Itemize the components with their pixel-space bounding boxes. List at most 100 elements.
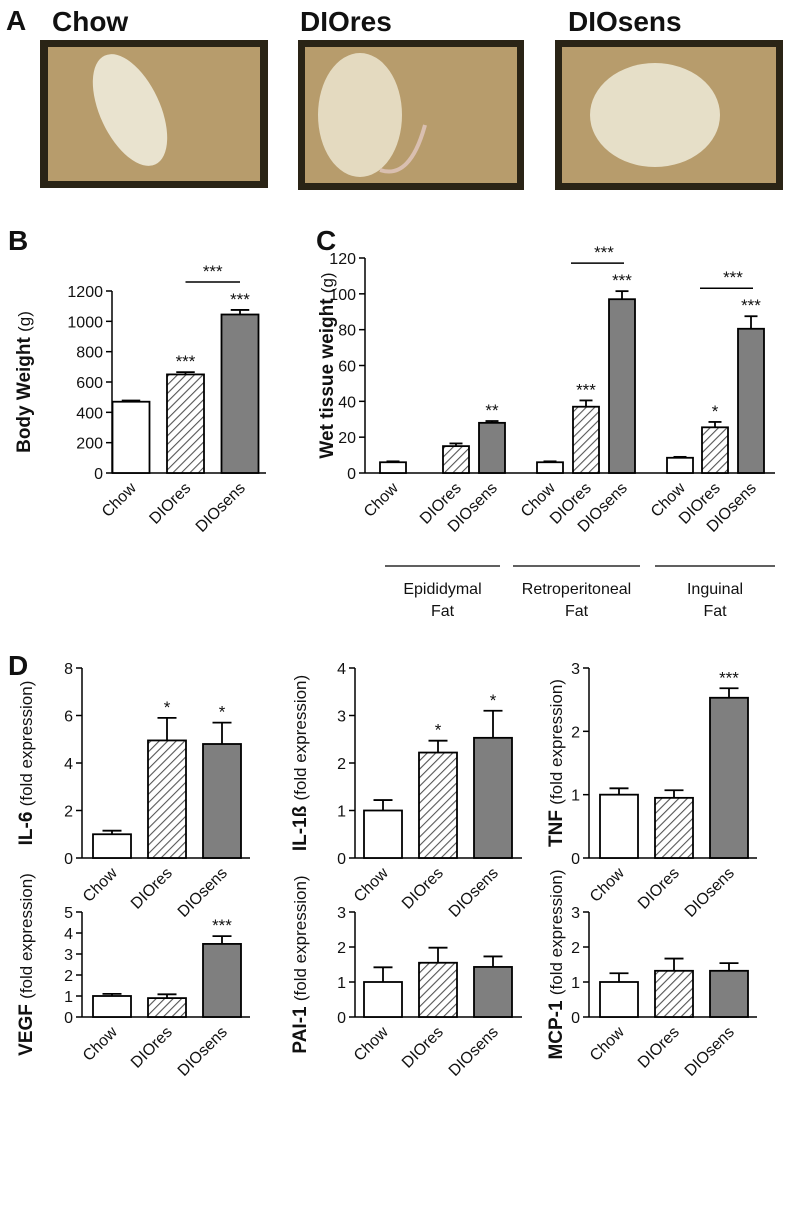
bracket-label: *** bbox=[594, 243, 614, 262]
y-axis-label-unit: (fold expression) bbox=[547, 679, 566, 805]
bar bbox=[709, 969, 749, 1018]
y-tick-label: 2 bbox=[337, 940, 346, 957]
bar bbox=[92, 995, 132, 1018]
y-tick-label: 600 bbox=[76, 375, 103, 392]
bar bbox=[379, 461, 407, 474]
y-tick-label: 40 bbox=[338, 394, 356, 411]
photo-chow bbox=[40, 40, 268, 188]
y-tick-label: 5 bbox=[64, 905, 73, 922]
bar bbox=[608, 298, 636, 474]
photo-label: Chow bbox=[52, 6, 128, 37]
y-tick-label: 4 bbox=[337, 661, 346, 678]
y-axis-label-name: IL-1ß bbox=[290, 805, 311, 851]
bar bbox=[737, 327, 765, 474]
y-axis-label: VEGF (fold expression) bbox=[16, 873, 37, 1056]
x-tick-label: Chow bbox=[80, 864, 121, 905]
bar bbox=[701, 426, 729, 474]
x-tick-label: DIOsens bbox=[682, 1024, 738, 1080]
y-axis-label-unit: (fold expression) bbox=[17, 681, 36, 807]
y-tick-label: 1200 bbox=[67, 284, 103, 301]
photo-diosens bbox=[555, 40, 783, 190]
y-tick-label: 3 bbox=[337, 905, 346, 922]
bar bbox=[536, 461, 564, 474]
photo-label: DIOsens bbox=[568, 6, 682, 37]
x-tick-label: Chow bbox=[99, 479, 140, 520]
bar bbox=[202, 743, 242, 859]
y-tick-label: 20 bbox=[338, 430, 356, 447]
y-axis-label-unit: (fold expression) bbox=[17, 873, 36, 999]
x-tick-label: Chow bbox=[351, 1023, 392, 1064]
x-tick-label: Chow bbox=[587, 1023, 628, 1064]
bar bbox=[599, 793, 639, 859]
x-tick-label: DIOres bbox=[128, 865, 176, 913]
bar bbox=[599, 981, 639, 1018]
bar bbox=[473, 966, 513, 1018]
y-axis-label-name: IL-6 bbox=[16, 812, 37, 846]
y-tick-label: 100 bbox=[329, 287, 356, 304]
y-axis-label: IL-1ß (fold expression) bbox=[290, 675, 311, 851]
x-tick-label: Chow bbox=[587, 864, 628, 905]
x-tick-label: DIOsens bbox=[446, 1024, 502, 1080]
y-axis-label-unit: (g) bbox=[318, 272, 337, 293]
significance-label: * bbox=[219, 703, 226, 722]
bar bbox=[473, 736, 513, 859]
group-label: Fat bbox=[431, 603, 455, 620]
y-axis-label: IL-6 (fold expression) bbox=[16, 681, 37, 846]
y-axis-label-unit: (fold expression) bbox=[291, 875, 310, 1001]
significance-label: *** bbox=[212, 916, 232, 935]
x-tick-label: DIOsens bbox=[175, 1024, 231, 1080]
y-tick-label: 1 bbox=[571, 975, 580, 992]
y-tick-label: 3 bbox=[64, 947, 73, 964]
bar bbox=[666, 456, 694, 474]
significance-label: *** bbox=[741, 296, 761, 315]
y-tick-label: 0 bbox=[347, 466, 356, 483]
y-axis-label: MCP-1 (fold expression) bbox=[546, 869, 567, 1059]
y-tick-label: 200 bbox=[76, 436, 103, 453]
photo-diores bbox=[298, 40, 524, 190]
bar bbox=[418, 751, 458, 859]
y-tick-label: 0 bbox=[337, 1010, 346, 1027]
y-tick-label: 4 bbox=[64, 756, 73, 773]
significance-label: *** bbox=[230, 290, 250, 309]
x-tick-label: Chow bbox=[80, 1023, 121, 1064]
y-axis-label-name: TNF bbox=[546, 810, 567, 847]
bar bbox=[363, 809, 403, 859]
y-axis-label-name: Body Weight bbox=[14, 336, 35, 452]
y-tick-label: 3 bbox=[571, 661, 580, 678]
y-tick-label: 1 bbox=[64, 989, 73, 1006]
y-axis-label-name: VEGF bbox=[16, 1004, 37, 1056]
x-tick-label: DIOsens bbox=[446, 865, 502, 921]
y-axis-label-name: PAI-1 bbox=[290, 1006, 311, 1054]
y-tick-label: 0 bbox=[64, 851, 73, 868]
y-tick-label: 60 bbox=[338, 359, 356, 376]
y-tick-label: 1 bbox=[337, 975, 346, 992]
x-tick-label: DIOsens bbox=[682, 865, 738, 921]
bar bbox=[202, 943, 242, 1018]
significance-label: * bbox=[164, 698, 171, 717]
group-label: Inguinal bbox=[687, 581, 743, 598]
x-tick-label: DIOres bbox=[399, 1024, 447, 1072]
bar bbox=[418, 961, 458, 1018]
y-axis-label-unit: (g) bbox=[15, 311, 34, 332]
panel-label: D bbox=[8, 650, 28, 681]
bar bbox=[709, 696, 749, 859]
bar bbox=[654, 796, 694, 859]
y-tick-label: 0 bbox=[571, 851, 580, 868]
x-tick-label: Chow bbox=[351, 864, 392, 905]
y-tick-label: 4 bbox=[64, 926, 73, 943]
bracket-label: *** bbox=[203, 262, 223, 281]
bracket-label: *** bbox=[723, 268, 743, 287]
y-tick-label: 2 bbox=[571, 724, 580, 741]
bar bbox=[363, 981, 403, 1018]
significance-label: * bbox=[490, 691, 497, 710]
bar bbox=[147, 997, 187, 1018]
y-tick-label: 1 bbox=[337, 804, 346, 821]
y-tick-label: 1 bbox=[571, 788, 580, 805]
significance-label: *** bbox=[612, 271, 632, 290]
significance-label: * bbox=[712, 402, 719, 421]
y-tick-label: 3 bbox=[571, 905, 580, 922]
y-axis-label: PAI-1 (fold expression) bbox=[290, 875, 311, 1053]
significance-label: ** bbox=[485, 401, 499, 420]
bar bbox=[111, 400, 151, 474]
panel-label: A bbox=[6, 5, 26, 36]
